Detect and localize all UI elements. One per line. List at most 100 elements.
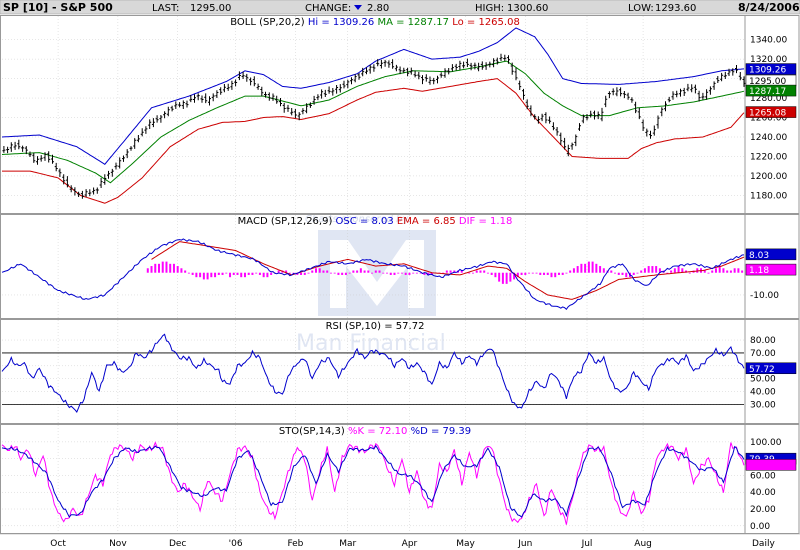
dif-bar	[550, 272, 553, 278]
ohlc-bar	[667, 96, 671, 103]
dif-bar	[655, 266, 658, 273]
dif-bar	[516, 272, 519, 278]
dif-bar	[176, 266, 179, 273]
ohlc-bar	[110, 168, 114, 177]
ohlc-bar	[193, 94, 196, 103]
y-tick-label: 100.00	[750, 438, 782, 448]
ohlc-bar	[495, 57, 499, 65]
ohlc-bar	[103, 174, 107, 185]
dif-bar	[236, 272, 239, 275]
ohlc-bar	[540, 113, 544, 122]
ohlc-bar	[17, 139, 21, 150]
panel-title: RSI (SP,10) = 57.72	[326, 321, 425, 332]
ohlc-bar	[335, 85, 339, 94]
panel-title-prefix: MACD (SP,12,26,9)	[238, 216, 333, 227]
dif-bar	[333, 272, 336, 274]
panel-title-prefix: STO(SP,14,3)	[279, 426, 345, 437]
panel-title-part: OSC = 8.03	[332, 216, 393, 227]
panel-sto: 100.0080.0060.0040.0020.000.00STO(SP,14,…	[0, 424, 800, 534]
ohlc-bar	[480, 61, 484, 70]
dif-bar	[546, 272, 549, 275]
ohlc-bar	[267, 92, 271, 101]
dif-bar	[229, 272, 232, 278]
ohlc-bar	[581, 114, 585, 124]
dif-bar	[483, 270, 486, 273]
dif-bar	[206, 272, 209, 280]
value-tag: 1.18	[745, 263, 797, 276]
dif-bar	[352, 270, 355, 273]
y-tick-label: 1260.00	[750, 114, 787, 124]
ohlc-bar	[394, 64, 398, 72]
ohlc-bar	[39, 155, 43, 162]
ohlc-bar	[338, 84, 342, 93]
ohlc-bar	[99, 177, 103, 188]
y-tick-label: 1200.00	[750, 172, 787, 182]
dif-bar	[150, 266, 153, 273]
x-tick-label: May	[456, 539, 475, 549]
ohlc-bar	[387, 60, 391, 68]
ohlc-bar	[28, 151, 32, 157]
dif-bar	[557, 272, 560, 275]
ohlc-bar	[185, 100, 189, 108]
dif-bar	[729, 270, 732, 273]
ohlc-bar	[215, 90, 219, 98]
y-tick-label: 40.00	[750, 488, 776, 498]
ohlc-bar	[671, 91, 675, 100]
lower-bollinger-band	[2, 78, 745, 204]
ohlc-bar	[525, 99, 529, 110]
ohlc-bar	[727, 68, 731, 76]
ohlc-bar	[368, 64, 372, 74]
value-tag-text: 1295.00	[749, 77, 786, 87]
dif-bar	[397, 272, 400, 274]
dif-bar	[356, 270, 359, 273]
ohlc-bar	[279, 98, 282, 107]
ohlc-bar	[346, 79, 350, 89]
panel-frame	[0, 15, 800, 214]
ohlc-bar	[308, 102, 312, 108]
ohlc-bar	[196, 93, 200, 101]
dif-bar	[318, 268, 321, 273]
ohlc-bar	[383, 59, 387, 67]
ohlc-bar	[357, 73, 361, 80]
dif-bar	[703, 270, 706, 273]
panel-frame	[0, 319, 800, 424]
frequency-label: Daily	[752, 539, 775, 549]
value-tag-text: 1265.08	[749, 109, 786, 119]
low-label: LOW:	[628, 3, 654, 14]
dif-bar	[632, 272, 635, 275]
dif-bar	[408, 272, 411, 275]
ohlc-bar	[428, 76, 432, 85]
ohlc-bar	[151, 118, 155, 128]
dif-bar	[677, 266, 680, 273]
panel-title-part: DIF = 1.18	[456, 216, 513, 227]
panel-title: BOLL (SP,20,2) Hi = 1309.26 MA = 1287.17…	[230, 17, 520, 28]
dif-bar	[580, 263, 583, 273]
ohlc-bar	[122, 155, 125, 162]
dif-bar	[602, 268, 605, 273]
ohlc-bar	[166, 106, 170, 117]
ohlc-bar	[522, 88, 525, 100]
dif-bar	[468, 272, 471, 274]
panel-macd: -10.00 MACD (SP,12,26,9) OSC = 8.03 EMA =…	[0, 214, 800, 319]
ohlc-bar	[264, 91, 267, 98]
value-tag-box	[745, 84, 797, 97]
watermark-sponsor-text: Charts sponsored by:	[305, 214, 412, 225]
ohlc-bar	[323, 89, 327, 97]
y-tick-label: 70.00	[750, 349, 776, 359]
last-value: 1295.00	[190, 3, 231, 14]
change-label: CHANGE:	[305, 3, 351, 14]
dif-bar	[169, 263, 172, 273]
ohlc-bar	[555, 127, 559, 136]
dif-bar	[314, 268, 317, 273]
ohlc-bar	[350, 77, 353, 85]
value-tag: 57.72	[745, 362, 797, 375]
dif-bar	[741, 270, 744, 273]
ohlc-bar	[424, 74, 428, 82]
dif-bar	[561, 272, 564, 275]
ohlc-bar	[118, 157, 122, 169]
dif-bar	[258, 272, 261, 275]
ohlc-bar	[503, 54, 507, 62]
ohlc-bar	[615, 87, 619, 97]
dif-bar	[262, 272, 265, 278]
change-down-arrow-icon	[354, 5, 362, 10]
